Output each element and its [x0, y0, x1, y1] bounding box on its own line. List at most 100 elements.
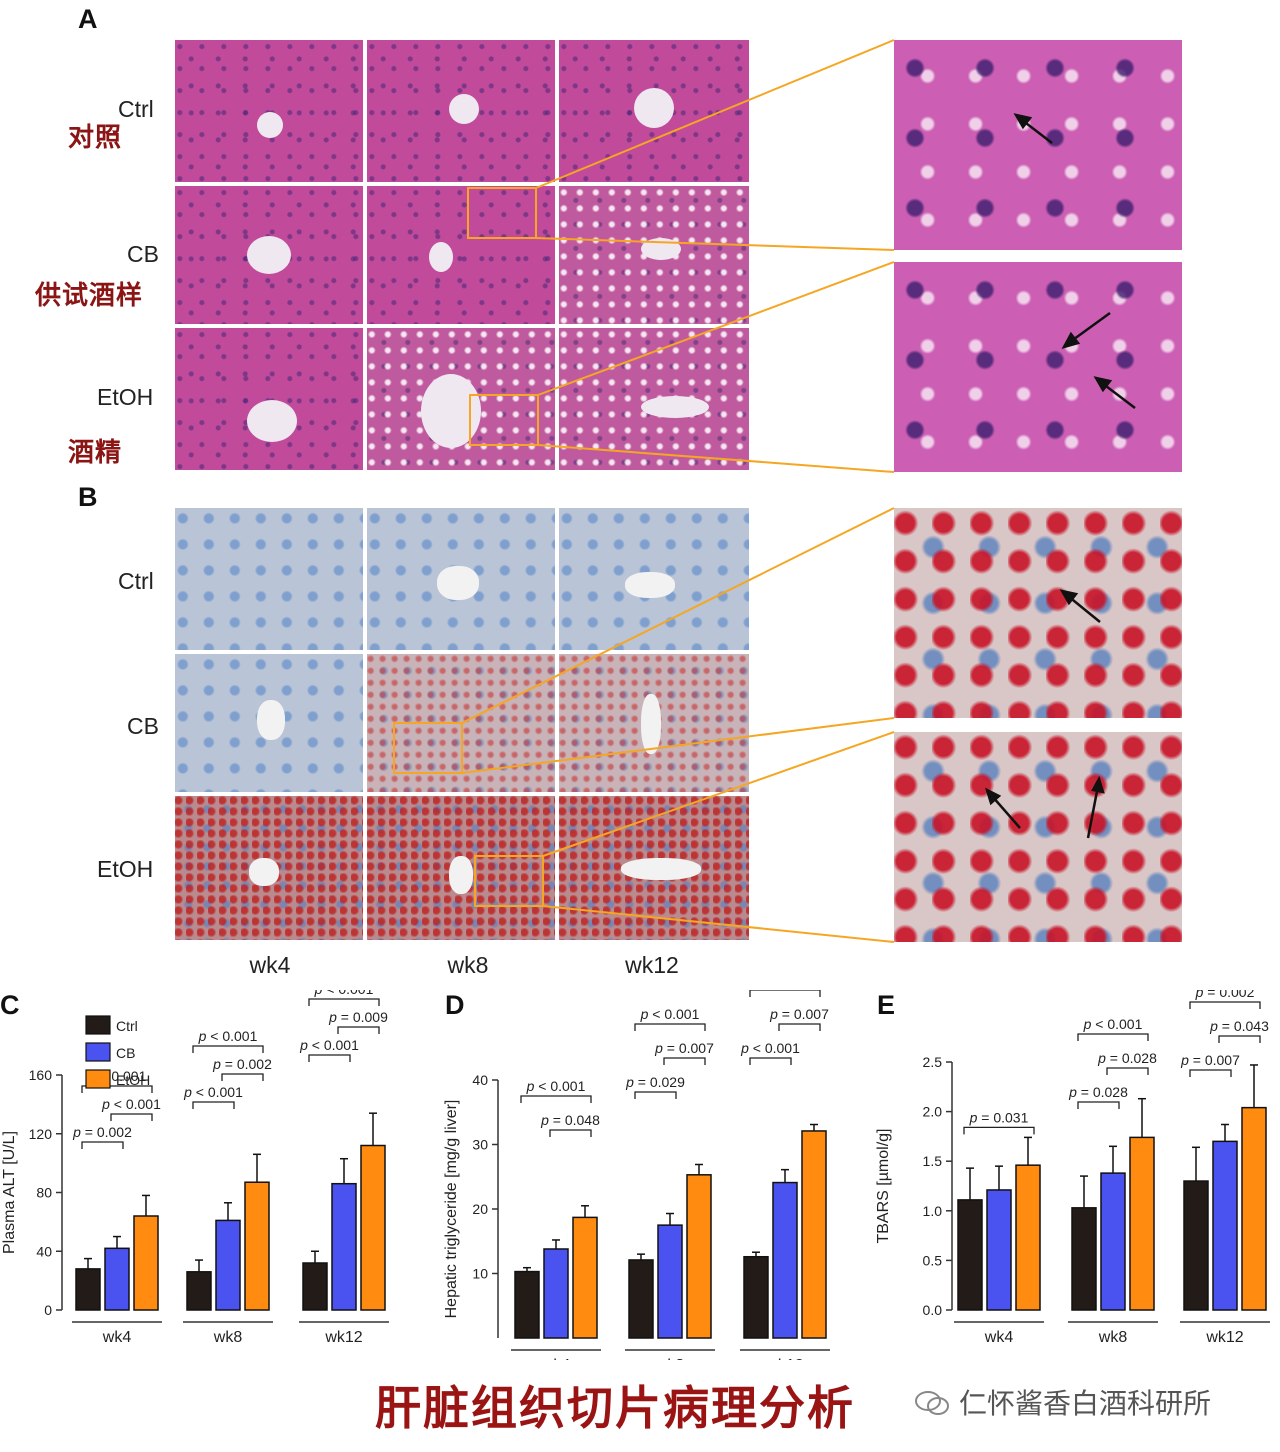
watermark: 仁怀酱香白酒科研所 — [915, 1382, 1211, 1422]
significance-bracket — [81, 1141, 124, 1149]
x-tick-label: wk8 — [1098, 1329, 1128, 1346]
bar-cb-wk8 — [657, 1224, 683, 1339]
orb-image-cb-wk12 — [559, 654, 749, 792]
x-tick-label: wk8 — [655, 1357, 685, 1360]
he-image-ctrl-wk8 — [367, 40, 555, 182]
legend-swatch-etoh — [85, 1069, 111, 1089]
row-label-cb: CB — [127, 713, 159, 739]
y-tick-label: 40 — [36, 1243, 52, 1259]
significance-bracket — [110, 1113, 153, 1121]
panel-label-c: C — [0, 990, 20, 1020]
significance-bracket — [337, 1026, 380, 1034]
zoom-connector — [535, 39, 895, 189]
row-label-etoh: EtOH — [97, 856, 154, 882]
orb-image-etoh-wk4 — [175, 796, 363, 940]
bar-cb-wk12 — [1212, 1140, 1238, 1311]
bar-cb-wk12 — [331, 1182, 357, 1311]
row-label-cn-ctrl: 对照 — [68, 123, 123, 153]
y-tick-label: 30 — [472, 1137, 488, 1153]
significance-bracket — [81, 1085, 153, 1093]
significance-label: p = 0.007 — [1180, 1052, 1240, 1068]
bar-etoh-wk8 — [1129, 1136, 1155, 1311]
arrow-icon — [1059, 589, 1079, 606]
significance-bracket — [549, 1129, 592, 1137]
significance-label: p < 0.001 — [640, 1006, 700, 1022]
arrow-icon — [1013, 113, 1033, 130]
significance-bracket — [1077, 1101, 1120, 1109]
y-tick-label: 2.5 — [923, 1054, 943, 1070]
significance-bracket — [778, 1023, 821, 1031]
significance-bracket — [192, 1045, 264, 1053]
significance-label: p = 0.028 — [1097, 1050, 1157, 1066]
he-image-etoh-wk4 — [175, 328, 363, 470]
significance-label: p = 0.002 — [212, 1056, 272, 1072]
row-label-ctrl: Ctrl — [118, 96, 154, 122]
zoom-connector — [461, 717, 895, 774]
bar-cb-wk8 — [1100, 1172, 1126, 1311]
orb-image-ctrl-wk8 — [367, 508, 555, 650]
he-image-ctrl-wk12 — [559, 40, 749, 182]
zoom-box-he-etoh — [469, 394, 539, 446]
arrow-icon — [991, 795, 1021, 829]
x-tick-label: wk12 — [765, 1357, 803, 1360]
zoom-box-orb-etoh — [474, 855, 544, 907]
y-tick-label: 20 — [472, 1201, 488, 1217]
zoom-box-orb-cb — [393, 722, 463, 774]
y-axis-label: Plasma ALT [U/L] — [1, 1131, 18, 1254]
significance-bracket — [1189, 1069, 1232, 1077]
significance-bracket — [308, 998, 380, 1006]
zoom-connector — [461, 507, 895, 724]
significance-bracket — [749, 990, 821, 997]
wechat-icon — [915, 1391, 949, 1415]
he-image-etoh-wk8 — [367, 328, 555, 470]
significance-label: p < 0.001 — [101, 1096, 161, 1112]
bar-ctrl-wk12 — [743, 1255, 769, 1339]
x-tick-label: wk4 — [984, 1329, 1014, 1346]
bar-etoh-wk4 — [1015, 1164, 1041, 1311]
y-tick-label: 80 — [36, 1185, 52, 1201]
significance-label: p = 0.031 — [969, 1109, 1029, 1125]
orb-image-etoh-wk8 — [367, 796, 555, 940]
legend-swatch-cb — [85, 1042, 111, 1062]
x-tick-label: wk4 — [541, 1357, 571, 1360]
bar-etoh-wk8 — [686, 1174, 712, 1339]
significance-label: p = 0.002 — [72, 1124, 132, 1140]
column-label-wk8: wk8 — [447, 952, 489, 978]
legend-swatch-ctrl — [85, 1015, 111, 1035]
y-axis-label: Hepatic triglyceride [mg/g liver] — [443, 1100, 460, 1319]
row-label-cb: CB — [127, 241, 159, 267]
alt-bar-chart: 0 40 80 120 160 Plasma ALT [U/L] wk4 wk8 wk12 p <… — [1, 990, 389, 1346]
legend-label-cb: CB — [116, 1045, 135, 1061]
orb-zoom-etoh-wk8 — [894, 732, 1182, 942]
significance-label: p < 0.001 — [183, 1084, 243, 1100]
orb-image-cb-wk4 — [175, 654, 363, 792]
significance-label: p < 0.001 — [526, 1078, 586, 1094]
significance-bracket — [663, 1057, 706, 1065]
x-tick-label: wk12 — [1205, 1329, 1243, 1346]
zoom-connector — [542, 905, 895, 943]
bar-etoh-wk12 — [360, 1144, 386, 1311]
he-image-ctrl-wk4 — [175, 40, 363, 182]
y-tick-label: 0.0 — [923, 1302, 943, 1318]
arrow-icon — [1067, 595, 1101, 623]
zoom-connector — [537, 261, 895, 396]
arrow-icon — [1069, 311, 1111, 344]
bar-ctrl-wk4 — [75, 1268, 101, 1311]
bar-ctrl-wk8 — [628, 1259, 654, 1339]
significance-bracket — [1106, 1067, 1149, 1075]
bar-ctrl-wk4 — [957, 1199, 983, 1311]
bar-cb-wk4 — [986, 1189, 1012, 1311]
y-tick-label: 0.5 — [923, 1252, 943, 1268]
arrow-icon — [1091, 775, 1105, 794]
zoom-connector — [537, 444, 895, 473]
y-tick-label: 10 — [472, 1266, 488, 1282]
significance-label: p = 0.007 — [769, 1006, 829, 1022]
bar-etoh-wk4 — [572, 1216, 598, 1339]
y-tick-label: 160 — [29, 1067, 53, 1083]
arrow-icon — [984, 787, 1002, 806]
panel-label-d: D — [445, 990, 465, 1020]
arrow-icon — [1101, 382, 1136, 409]
significance-label: p = 0.048 — [540, 1112, 600, 1128]
bar-ctrl-wk8 — [186, 1271, 212, 1311]
significance-bracket — [308, 1054, 351, 1062]
